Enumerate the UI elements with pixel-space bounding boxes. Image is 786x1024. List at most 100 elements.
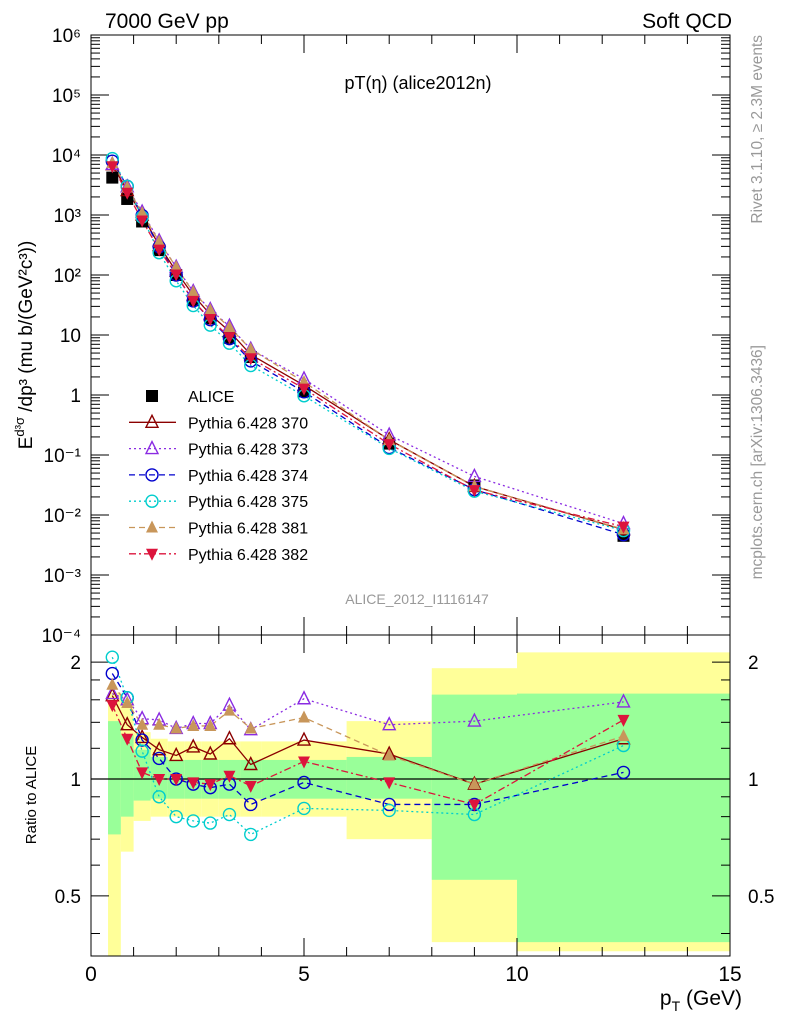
- ratio-point: [106, 700, 119, 713]
- ratio-y-tick-label-right: 0.5: [748, 887, 774, 908]
- main-y-tick-label: 10⁻³: [44, 566, 82, 587]
- main-point: [170, 269, 183, 282]
- ratio-point: [169, 809, 183, 824]
- legend-marker: [145, 494, 159, 508]
- ratio-point: [106, 677, 119, 690]
- main-y-tick-label: 10⁴: [52, 146, 81, 167]
- ratio-y-axis-label: Ratio to ALICE: [23, 746, 40, 844]
- ratio-point: [170, 774, 183, 787]
- ratio-point: [169, 746, 184, 762]
- ratio-point: [135, 744, 149, 758]
- main-y-tick-label: 10: [60, 326, 81, 347]
- ratio-point: [383, 748, 396, 761]
- mcplots-label: mcplots.cern.ch [arXiv:1306.3436]: [749, 345, 766, 579]
- ratio-point: [121, 695, 134, 708]
- main-y-tick-label: 10⁻¹: [44, 446, 82, 467]
- legend-marker: [144, 440, 160, 455]
- main-y-tick-label: 10⁶: [52, 26, 81, 47]
- legend-entry: Pythia 6.428 374: [188, 468, 308, 485]
- main-point: [223, 332, 236, 345]
- legend-marker: [146, 520, 158, 533]
- main-y-tick-label: 10⁵: [52, 86, 81, 107]
- ratio-point: [134, 728, 150, 744]
- main-point: [468, 485, 481, 498]
- ratio-point: [136, 717, 149, 730]
- ratio-y-tick-label-right: 2: [748, 653, 759, 674]
- ratio-x-tick-label: 10: [505, 963, 528, 986]
- main-y-tick-label: 10⁻²: [44, 506, 82, 527]
- ratio-point: [382, 797, 396, 812]
- ratio-point: [382, 716, 397, 731]
- ratio-point: [187, 777, 200, 790]
- main-frame: [90, 34, 731, 636]
- ratio-point: [203, 816, 217, 830]
- uncertainty-band-inner: [108, 721, 121, 835]
- ratio-point: [204, 718, 217, 731]
- main-panel-marks: 10⁻⁴ 10⁻³ 10⁻² 10⁻¹ 1 10 10² 10³ 10⁴ 10⁵ 10⁶: [42, 26, 731, 647]
- ratio-point: [468, 799, 481, 812]
- plot-title: pT(η) (alice2012n): [344, 73, 491, 93]
- ratio-point: [152, 751, 166, 766]
- main-point: [136, 215, 149, 228]
- main-y-tick-label: 10²: [54, 266, 81, 287]
- legend-entry: Pythia 6.428 375: [188, 494, 308, 511]
- legend-entry: Pythia 6.428 373: [188, 442, 308, 459]
- ratio-point: [105, 650, 120, 664]
- ratio-point: [136, 767, 149, 780]
- main-point: [187, 295, 200, 308]
- legend-entry: Pythia 6.428 382: [188, 547, 308, 564]
- ratio-point: [204, 779, 217, 792]
- ratio-point: [223, 770, 236, 783]
- main-y-tick-label: 10³: [54, 206, 81, 227]
- ratio-point: [616, 765, 631, 780]
- ratio-point: [617, 729, 630, 742]
- main-y-tick-label: 10⁻⁴: [42, 626, 81, 647]
- ratio-point: [187, 718, 200, 731]
- legend-entry: ALICE: [188, 389, 234, 406]
- ratio-point: [121, 733, 134, 746]
- ratio-point: [222, 730, 237, 745]
- ratio-point: [120, 716, 135, 731]
- legend-marker: [146, 390, 158, 402]
- ratio-panel-marks: 0.5 0.5 1 1 2 2 0 5 10 15: [55, 634, 774, 986]
- ratio-point: [243, 755, 258, 771]
- ratio-point: [105, 685, 120, 700]
- ratio-point: [244, 827, 258, 842]
- ratio-point: [222, 807, 237, 822]
- main-point: [153, 234, 166, 247]
- ratio-point: [382, 803, 396, 818]
- ratio-point: [298, 756, 310, 769]
- ratio-point: [223, 703, 236, 716]
- legend-entry: Pythia 6.428 381: [188, 521, 308, 538]
- ratio-point: [244, 797, 258, 812]
- main-point: [153, 244, 166, 257]
- legend-entry: Pythia 6.428 370: [188, 415, 308, 432]
- x-axis-label: pT (GeV): [660, 987, 742, 1014]
- ratio-point: [152, 741, 167, 756]
- ratio-y-tick-label: 1: [70, 770, 81, 791]
- ratio-point: [153, 774, 166, 787]
- ratio-point: [244, 721, 257, 734]
- main-y-tick-label: 1: [70, 386, 81, 407]
- legend-marker: [145, 468, 159, 482]
- ratio-point: [244, 780, 257, 793]
- main-point: [204, 303, 217, 316]
- ratio-point: [467, 712, 482, 727]
- ratio-y-tick-label: 2: [70, 653, 81, 674]
- ratio-y-tick-label: 0.5: [55, 887, 81, 908]
- main-point: [106, 161, 119, 174]
- ratio-point: [297, 775, 311, 790]
- main-point: [244, 353, 257, 366]
- ratio-point: [468, 777, 481, 790]
- main-point: [617, 521, 630, 534]
- ratio-y-tick-label-right: 1: [748, 770, 759, 791]
- main-y-axis-label: Ed³σ /dp³ (mu b/(GeV²c³)): [12, 241, 37, 450]
- svg-text:Ed³σ /dp³ (mu b/(GeV²c³)): Ed³σ /dp³ (mu b/(GeV²c³)): [12, 241, 37, 450]
- ratio-frame: [90, 634, 731, 957]
- main-point: [136, 205, 149, 218]
- ratio-point: [186, 814, 200, 828]
- main-point: [106, 171, 119, 184]
- main-point: [121, 187, 134, 200]
- main-point: [170, 260, 183, 273]
